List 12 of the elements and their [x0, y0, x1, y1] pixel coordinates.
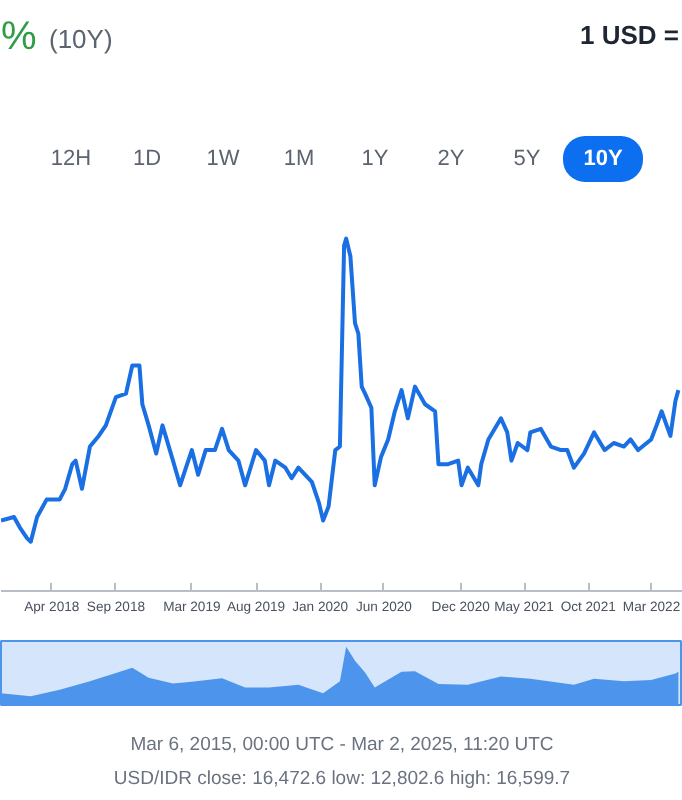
text: % (10Y): [1, 15, 113, 59]
text: 1W: [206, 147, 241, 171]
text: 1D: [132, 147, 162, 171]
text: 1 USD =: [580, 20, 680, 50]
text: 1Y: [361, 147, 390, 171]
text: 5Y: [513, 147, 542, 171]
text: 10Y: [583, 147, 624, 171]
text: 2Y: [437, 147, 466, 171]
text: 12H: [50, 147, 92, 171]
text: 1M: [283, 147, 315, 171]
text: Mar 6, 2015, 00:00 UTC - Mar 2, 2025, 11:20 UTC: [130, 734, 554, 756]
text: USD/IDR close: 16,472.6 low: 12,802.6 high: 16,599.7: [113, 768, 571, 790]
